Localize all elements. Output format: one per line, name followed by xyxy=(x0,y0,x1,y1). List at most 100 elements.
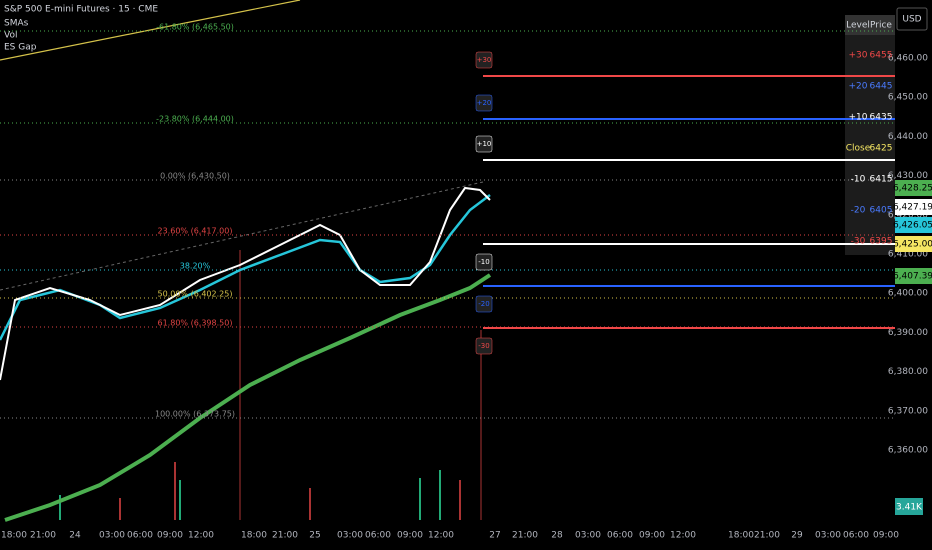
price-tag: 6,427.19 xyxy=(893,203,932,213)
time-label: 06:00 xyxy=(365,531,391,541)
fib-label: 61.80% (6,398.50) xyxy=(158,319,233,328)
time-label: 12:00 xyxy=(188,531,214,541)
trend-line xyxy=(0,0,301,61)
price-tick: 6,440.00 xyxy=(888,132,928,142)
price-tag-bg xyxy=(895,180,932,196)
table-header: Price xyxy=(870,21,892,31)
gap-tag: +10 xyxy=(477,140,492,148)
table-level: +30 xyxy=(849,51,868,61)
gap-tag: -20 xyxy=(478,300,489,308)
price-tick: 6,380.00 xyxy=(888,367,928,377)
time-label: 27 xyxy=(489,531,500,541)
table-level: -20 xyxy=(851,206,866,216)
indicator: ES Gap xyxy=(4,43,37,53)
table-header: Level xyxy=(846,21,870,31)
gap-tag-bg xyxy=(475,337,493,355)
time-label: 25 xyxy=(309,531,320,541)
gap-tag-bg xyxy=(475,295,493,313)
indicator: SMAs xyxy=(4,19,29,29)
gap-tag-bg xyxy=(475,135,493,153)
gap-tag-bg xyxy=(475,51,493,69)
fib-label: 100.00% (6,373.75) xyxy=(155,410,235,419)
price-tag: 6,426.05 xyxy=(893,221,932,231)
time-label: 03:00 xyxy=(815,531,841,541)
time-label: 09:00 xyxy=(639,531,665,541)
price-tag-bg xyxy=(895,236,932,252)
fib-label: 38.20% xyxy=(180,262,211,271)
time-label: 06:00 xyxy=(127,531,153,541)
time-label: 24 xyxy=(69,531,81,541)
time-label: 18:00 xyxy=(1,531,27,541)
price-tick: 6,360.00 xyxy=(888,446,928,456)
price-tag: 6,428.25 xyxy=(893,184,932,194)
price-tag-bg xyxy=(895,199,932,215)
table-level: +10 xyxy=(849,113,868,123)
gap-tag-bg xyxy=(475,253,493,271)
price-tick: 6,400.00 xyxy=(888,289,928,299)
gap-tag: -10 xyxy=(478,258,489,266)
table-level: Close xyxy=(846,144,871,154)
symbol: S&P 500 E-mini Futures · 15 · CME xyxy=(4,5,158,15)
table-price: 6445 xyxy=(870,82,893,92)
fib-label: -61.80% (6,465.50) xyxy=(156,23,234,32)
price-tick: 6,450.00 xyxy=(888,93,928,103)
table-price: 6425 xyxy=(870,144,893,154)
price-tick: 6,370.00 xyxy=(888,406,928,416)
time-label: 03:00 xyxy=(337,531,363,541)
time-label: 18:00 xyxy=(241,531,267,541)
time-label: 06:00 xyxy=(843,531,869,541)
time-label: 09:00 xyxy=(873,531,899,541)
gap-tag: -30 xyxy=(478,342,489,350)
gap-tag: +30 xyxy=(477,56,492,64)
table-price: 6455 xyxy=(870,51,893,61)
fib-label: 50.00% (6,402.25) xyxy=(158,290,233,299)
table-level: +20 xyxy=(849,82,868,92)
price-tag: 6,425.00 xyxy=(893,240,932,250)
fib-label: 23.60% (6,417.00) xyxy=(158,227,233,236)
price-tag: 6,407.39 xyxy=(893,272,932,282)
fib-label: -23.80% (6,444.00) xyxy=(156,115,234,124)
sma-short xyxy=(0,186,491,381)
indicator: Vol xyxy=(4,31,17,41)
time-label: 28 xyxy=(551,531,563,541)
table-level: -10 xyxy=(851,175,866,185)
volume-tag: 3.41K xyxy=(896,503,923,513)
time-label: 21:00 xyxy=(754,531,780,541)
price-tick: 6,460.00 xyxy=(888,54,928,64)
price-tag-bg xyxy=(895,217,932,233)
time-label: 29 xyxy=(791,531,803,541)
table-price: 6435 xyxy=(870,113,893,123)
price-tick: 6,430.00 xyxy=(888,171,928,181)
time-label: 21:00 xyxy=(30,531,56,541)
gap-tag-bg xyxy=(475,94,493,112)
table-price: 6415 xyxy=(870,175,893,185)
currency: USD xyxy=(902,15,921,25)
table-level: -30 xyxy=(851,237,866,247)
price-tick: 6,390.00 xyxy=(888,328,928,338)
volume-tag-bg xyxy=(895,498,923,515)
time-label: 12:00 xyxy=(428,531,454,541)
time-label: 18:00 xyxy=(728,531,754,541)
table-price: 6405 xyxy=(870,206,893,216)
gap-tag: +20 xyxy=(477,99,492,107)
price-tick: 6,410.00 xyxy=(888,250,928,260)
currency-button[interactable] xyxy=(896,7,928,31)
time-label: 21:00 xyxy=(272,531,298,541)
time-label: 06:00 xyxy=(607,531,633,541)
time-label: 09:00 xyxy=(157,531,183,541)
time-label: 09:00 xyxy=(397,531,423,541)
fib-trend xyxy=(0,181,484,291)
fib-label: 0.00% (6,430.50) xyxy=(160,172,230,181)
table-price: 6395 xyxy=(870,237,893,247)
time-label: 03:00 xyxy=(575,531,601,541)
gap-table-header xyxy=(845,15,895,35)
gap-table xyxy=(845,15,895,255)
time-label: 03:00 xyxy=(99,531,125,541)
time-label: 12:00 xyxy=(670,531,696,541)
price-tag-bg xyxy=(895,268,932,284)
time-label: 21:00 xyxy=(512,531,538,541)
price-tick: 6,420.00 xyxy=(888,210,928,220)
